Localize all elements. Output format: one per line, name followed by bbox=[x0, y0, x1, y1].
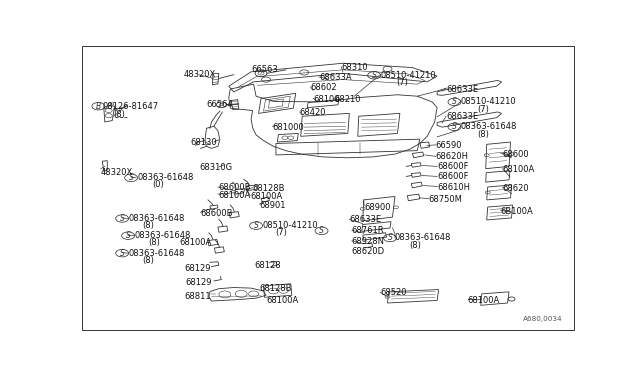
Text: (8): (8) bbox=[148, 238, 161, 247]
Text: S: S bbox=[388, 234, 392, 243]
Text: 68602: 68602 bbox=[310, 83, 337, 92]
Text: 66564: 66564 bbox=[207, 100, 233, 109]
Text: 08363-61648: 08363-61648 bbox=[134, 231, 191, 240]
Text: 68129: 68129 bbox=[186, 278, 212, 287]
Text: 68100A: 68100A bbox=[266, 296, 298, 305]
Text: 68100: 68100 bbox=[313, 94, 340, 103]
Text: 68620H: 68620H bbox=[436, 153, 468, 161]
Text: 68633A: 68633A bbox=[319, 73, 352, 82]
Text: 68761R: 68761R bbox=[352, 226, 385, 235]
Text: 68633E: 68633E bbox=[446, 112, 478, 121]
Text: 68811: 68811 bbox=[184, 292, 211, 301]
Text: S: S bbox=[253, 221, 259, 230]
Text: 68620: 68620 bbox=[502, 184, 529, 193]
Text: S: S bbox=[319, 226, 324, 235]
Text: 08510-41210: 08510-41210 bbox=[380, 71, 436, 80]
Text: 681000: 681000 bbox=[273, 123, 304, 132]
Text: (7): (7) bbox=[477, 105, 489, 113]
Text: (8): (8) bbox=[142, 256, 154, 265]
Text: 68900: 68900 bbox=[364, 202, 390, 212]
Text: 08363-61648: 08363-61648 bbox=[395, 234, 451, 243]
Text: 68130: 68130 bbox=[190, 138, 217, 147]
Text: 08126-81647: 08126-81647 bbox=[102, 102, 159, 111]
Text: 68100A: 68100A bbox=[468, 296, 500, 305]
Text: A680,0034: A680,0034 bbox=[523, 317, 563, 323]
Text: 68750M: 68750M bbox=[429, 195, 463, 204]
Text: 48320X: 48320X bbox=[101, 168, 133, 177]
Text: 68520: 68520 bbox=[380, 288, 406, 298]
Text: (8): (8) bbox=[142, 221, 154, 230]
Text: 68600B: 68600B bbox=[200, 209, 233, 218]
Text: 68600F: 68600F bbox=[437, 173, 468, 182]
Text: 68210: 68210 bbox=[334, 94, 360, 103]
Text: S: S bbox=[120, 248, 125, 258]
Text: 68129: 68129 bbox=[184, 264, 211, 273]
Text: S: S bbox=[125, 231, 131, 240]
Text: 68128: 68128 bbox=[255, 261, 281, 270]
Text: (8): (8) bbox=[477, 129, 489, 138]
Text: 08363-61648: 08363-61648 bbox=[137, 173, 193, 182]
Text: S: S bbox=[120, 214, 125, 223]
Text: (7): (7) bbox=[396, 78, 408, 87]
Text: 68600B: 68600B bbox=[218, 183, 250, 192]
Text: 6B100A: 6B100A bbox=[500, 207, 533, 216]
Text: 68600F: 68600F bbox=[437, 163, 468, 171]
Text: B: B bbox=[96, 102, 101, 111]
Text: 08510-41210: 08510-41210 bbox=[461, 97, 516, 106]
Text: (8): (8) bbox=[409, 241, 420, 250]
Text: 68928N: 68928N bbox=[352, 237, 385, 246]
Text: S: S bbox=[129, 173, 134, 182]
Text: 68633E: 68633E bbox=[349, 215, 381, 224]
Text: 68128B: 68128B bbox=[260, 285, 292, 294]
Text: 08363-61648: 08363-61648 bbox=[128, 214, 184, 223]
Text: 68633E: 68633E bbox=[446, 84, 478, 93]
Text: S: S bbox=[452, 97, 457, 106]
Text: 48320X: 48320X bbox=[183, 70, 216, 79]
Text: S: S bbox=[372, 71, 376, 80]
Text: 68128B: 68128B bbox=[253, 184, 285, 193]
Text: 68620D: 68620D bbox=[352, 247, 385, 256]
Text: 68100A: 68100A bbox=[502, 165, 535, 174]
Text: 68100A: 68100A bbox=[250, 192, 282, 201]
Text: 08510-41210: 08510-41210 bbox=[262, 221, 318, 230]
Text: 68901: 68901 bbox=[260, 201, 286, 209]
Text: (7): (7) bbox=[275, 228, 287, 237]
Text: 68100A: 68100A bbox=[218, 190, 250, 199]
Text: 68610H: 68610H bbox=[437, 183, 470, 192]
Text: 68310: 68310 bbox=[341, 63, 368, 72]
Text: 68100A: 68100A bbox=[179, 238, 211, 247]
Text: 66590: 66590 bbox=[436, 141, 462, 150]
Text: (8): (8) bbox=[114, 110, 125, 119]
Text: 66563: 66563 bbox=[251, 65, 278, 74]
Text: 68600: 68600 bbox=[502, 150, 529, 158]
Text: 68420: 68420 bbox=[300, 108, 326, 117]
Text: S: S bbox=[452, 122, 457, 131]
Text: 68310G: 68310G bbox=[199, 163, 232, 172]
Text: (0): (0) bbox=[152, 180, 164, 189]
Text: 08363-61648: 08363-61648 bbox=[461, 122, 517, 131]
Text: 08363-61648: 08363-61648 bbox=[128, 248, 184, 258]
